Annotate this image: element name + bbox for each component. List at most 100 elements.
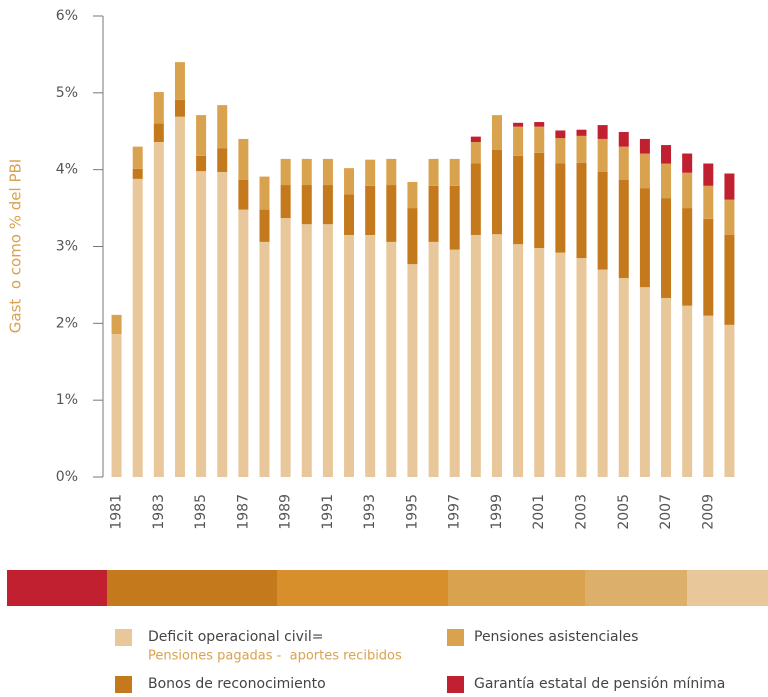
bar-segment (174, 116, 185, 477)
legend-label: Bonos de reconocimiento (148, 676, 326, 692)
bar-segment (513, 155, 524, 245)
bar-segment (534, 248, 545, 477)
bar-segment (132, 168, 143, 179)
bar-segment (491, 115, 502, 150)
x-tick-label: 2009 (700, 494, 716, 530)
legend-note: Pensiones pagadas - aportes recibidos (148, 649, 402, 664)
y-tick-label: 0% (56, 469, 78, 485)
bar-segment (344, 234, 355, 477)
bar-segment (280, 218, 291, 478)
bar-segment (470, 136, 481, 143)
bar-segment (196, 171, 207, 477)
bar-segment (555, 130, 566, 139)
legend-swatch (115, 676, 132, 693)
x-tick-label: 2001 (531, 494, 547, 530)
bar-segment (491, 149, 502, 235)
bar-segment (576, 129, 587, 136)
y-tick-label: 1% (56, 392, 78, 408)
x-tick-label: 1983 (151, 494, 167, 530)
bar-segment (555, 252, 566, 477)
bar-segment (238, 179, 249, 210)
band-segment (585, 570, 687, 606)
bar-segment (639, 287, 650, 477)
bar-segment (618, 179, 629, 279)
bar-segment (259, 209, 270, 242)
bar-segment (153, 123, 164, 143)
bar-segment (661, 297, 672, 477)
y-tick-label: 3% (56, 239, 78, 255)
bar-segment (428, 185, 439, 242)
bar-segment (703, 163, 714, 186)
bar-segment (597, 125, 608, 139)
bar-segment (661, 163, 672, 199)
bar-segment (597, 269, 608, 477)
bar-segment (428, 158, 439, 186)
x-tick-label: 1993 (362, 494, 378, 530)
bar-segment (238, 209, 249, 477)
bar-segment (534, 122, 545, 127)
x-tick-label: 2005 (616, 494, 632, 530)
bar-segment (132, 178, 143, 478)
bar-segment (597, 138, 608, 172)
bar-segment (196, 115, 207, 156)
x-tick-label: 2003 (574, 494, 590, 530)
legend-swatch (447, 676, 464, 693)
bar-segment (576, 258, 587, 477)
bar-segment (301, 158, 312, 186)
bar-segment (301, 224, 312, 477)
bar-segment (153, 92, 164, 124)
legend-label: Pensiones asistenciales (474, 629, 638, 645)
bar-segment (449, 249, 460, 477)
bar-segment (322, 158, 333, 186)
bar-segment (597, 171, 608, 270)
x-tick-label: 1981 (109, 494, 125, 530)
bar-segment (534, 126, 545, 153)
bar-segment (555, 138, 566, 164)
bar-segment (344, 194, 355, 235)
bar-segment (639, 153, 650, 189)
x-tick-label: 1991 (320, 494, 336, 530)
bar-segment (576, 162, 587, 259)
bar-segment (449, 158, 460, 186)
legend-swatch (115, 629, 132, 646)
bar-segment (618, 146, 629, 180)
y-tick-label: 4% (56, 162, 78, 178)
bar-segment (724, 324, 735, 477)
color-band (7, 570, 768, 606)
band-segment (107, 570, 277, 606)
bar-segment (280, 185, 291, 219)
bar-segment (639, 138, 650, 154)
bar-segment (407, 208, 418, 265)
bar-segment (576, 135, 587, 163)
bar-segment (703, 218, 714, 316)
bar-segment (513, 122, 524, 127)
x-tick-label: 1999 (489, 494, 505, 530)
bar-segment (280, 158, 291, 186)
band-segment (277, 570, 448, 606)
bar-segment (217, 105, 228, 149)
bar-segment (301, 185, 312, 225)
bar-segment (661, 198, 672, 298)
bar-segment (322, 185, 333, 225)
x-tick-label: 2007 (658, 494, 674, 530)
band-segment (687, 570, 768, 606)
bar-segment (682, 305, 693, 477)
bar-segment (534, 152, 545, 249)
bar-segment (238, 138, 249, 180)
band-segment (448, 570, 585, 606)
y-tick-label: 6% (56, 8, 78, 24)
bar-segment (682, 172, 693, 209)
bar-segment (259, 241, 270, 477)
bar-segment (386, 185, 397, 242)
bar-segment (386, 241, 397, 477)
bar-segment (703, 315, 714, 477)
x-tick-label: 1985 (193, 494, 209, 530)
bar-segment (407, 181, 418, 209)
bar-segment (217, 171, 228, 477)
bar-segment (470, 163, 481, 235)
bar-segment (513, 244, 524, 477)
bar-segment (618, 132, 629, 147)
y-tick-label: 5% (56, 85, 78, 101)
bar-segment (470, 142, 481, 164)
